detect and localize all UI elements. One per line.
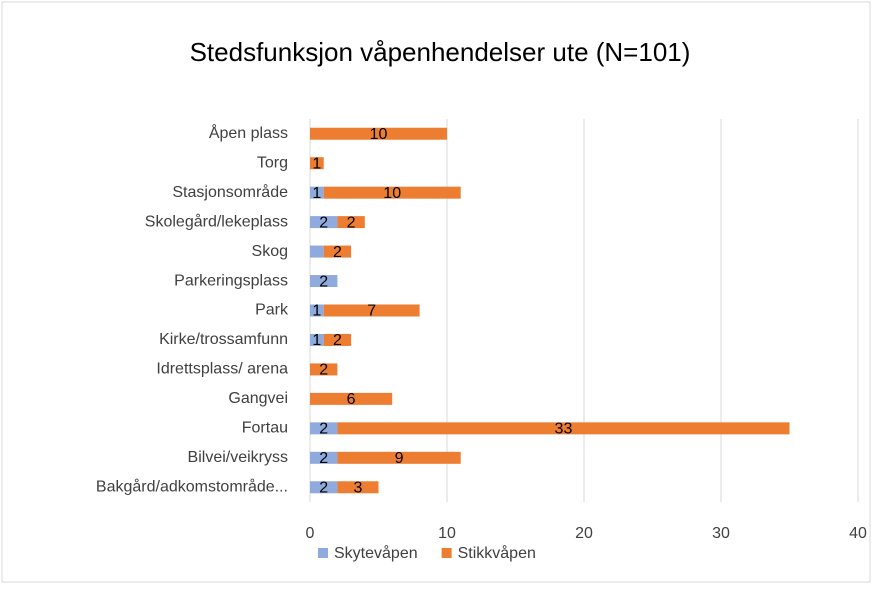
bar-segment [323, 186, 461, 199]
y-tick-label: Åpen plass [209, 123, 288, 142]
bar-segment [310, 451, 338, 464]
bar-segment [337, 481, 379, 494]
bar-segment [323, 304, 420, 317]
bar-segment [323, 333, 352, 346]
y-tick-label: Stasjonsområde [172, 183, 288, 201]
x-tick-label: 30 [712, 525, 730, 542]
data-label: 9 [395, 450, 404, 467]
x-tick-label: 20 [575, 525, 593, 542]
data-label: 6 [347, 391, 356, 408]
x-tick-label: 40 [849, 525, 867, 542]
data-label: 2 [319, 214, 328, 231]
y-tick-label: Skolegård/lekeplass [145, 212, 288, 230]
chart-title: Stedsfunksjon våpenhendelser ute (N=101) [190, 37, 691, 67]
y-tick-label: Gangvei [228, 390, 288, 407]
bar-segment [310, 245, 324, 258]
data-label: 1 [312, 155, 321, 172]
bar-segment [310, 304, 324, 317]
bar-segment [310, 275, 338, 288]
data-label: 2 [319, 273, 328, 290]
y-tick-label: Bakgård/adkomstområde... [96, 477, 288, 495]
x-tick-label: 10 [438, 525, 456, 542]
legend-swatch [441, 548, 452, 558]
data-label: 2 [347, 214, 356, 231]
y-tick-label: Idrettsplass/ arena [156, 361, 288, 378]
bar-segment [337, 422, 790, 435]
bar-segment [310, 481, 338, 494]
data-label: 33 [555, 421, 573, 438]
legend-label: Skytevåpen [334, 544, 418, 562]
legend-label: Stikkvåpen [458, 544, 536, 562]
data-label: 7 [367, 303, 376, 320]
data-label: 3 [353, 479, 362, 496]
bar-segment [310, 363, 338, 376]
legend-swatch [318, 548, 328, 558]
y-tick-label: Fortau [242, 420, 288, 437]
x-tick-label: 0 [306, 525, 315, 542]
y-tick-label: Park [255, 302, 289, 319]
y-tick-label: Bilvei/veikryss [188, 449, 288, 466]
y-tick-label: Kirke/trossamfunn [159, 331, 288, 348]
y-tick-label: Torg [257, 154, 288, 171]
bar-segment [310, 422, 338, 435]
data-label: 2 [333, 244, 342, 261]
bar-segment [310, 392, 393, 405]
bar-segment [310, 186, 324, 199]
data-label: 2 [333, 332, 342, 349]
data-label: 1 [312, 185, 321, 202]
bar-segment [310, 333, 324, 346]
data-label: 2 [319, 450, 328, 467]
data-label: 1 [312, 303, 321, 320]
y-tick-label: Parkeringsplass [174, 272, 288, 289]
bar-segment [310, 157, 324, 170]
bar-segment [337, 216, 365, 229]
data-label: 1 [312, 332, 321, 349]
data-label: 10 [383, 185, 401, 202]
bar-segment [310, 127, 447, 140]
y-tick-label: Skog [252, 243, 288, 260]
data-label: 2 [319, 362, 328, 379]
data-label: 2 [319, 421, 328, 438]
bar-segment [310, 216, 338, 229]
data-label: 10 [370, 126, 388, 143]
bar-segment [337, 451, 461, 464]
bar-segment [323, 245, 352, 258]
data-label: 2 [319, 479, 328, 496]
